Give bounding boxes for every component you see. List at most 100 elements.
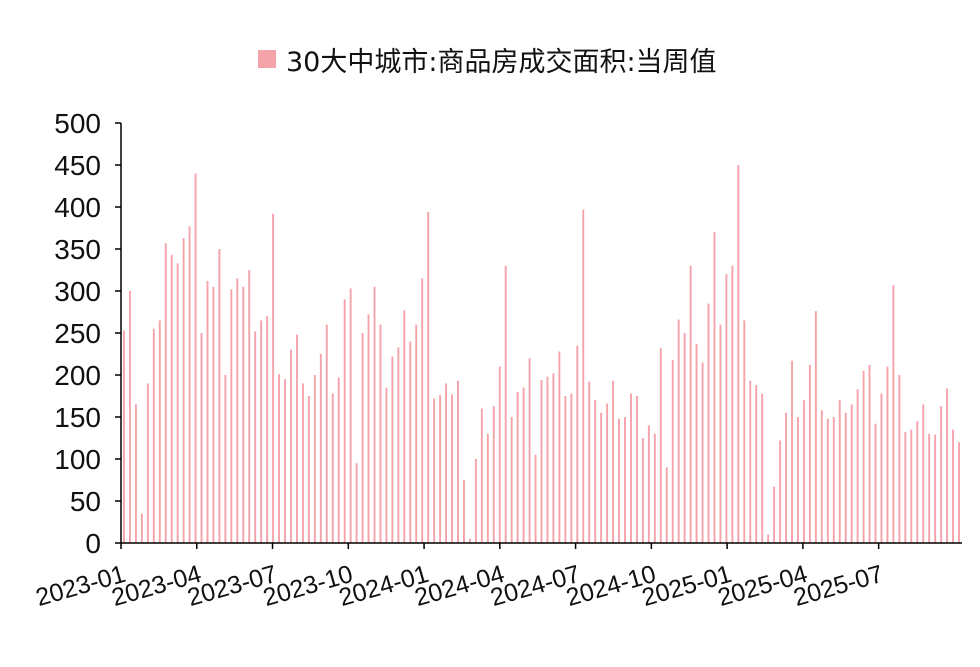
bar xyxy=(427,212,430,544)
bar xyxy=(164,243,167,543)
bar xyxy=(630,393,632,543)
bar xyxy=(176,263,179,543)
bar xyxy=(808,364,811,543)
bar xyxy=(952,429,955,543)
bar xyxy=(659,348,662,543)
bar xyxy=(701,362,704,543)
bar xyxy=(415,324,418,543)
legend-swatch xyxy=(258,50,276,68)
bar xyxy=(928,433,931,543)
bar xyxy=(868,364,871,543)
bar xyxy=(498,366,501,543)
bar xyxy=(570,393,573,543)
bar xyxy=(492,406,495,543)
bar xyxy=(791,360,793,543)
bar xyxy=(552,373,555,543)
y-tick-label: 400 xyxy=(54,192,101,223)
bar xyxy=(767,534,770,543)
bar xyxy=(886,366,889,543)
bar xyxy=(683,333,686,543)
bar xyxy=(218,249,221,543)
bar xyxy=(755,385,758,543)
bar xyxy=(695,343,698,543)
bar xyxy=(653,433,656,543)
bar xyxy=(940,406,943,543)
bar xyxy=(445,383,448,543)
y-tick-label: 350 xyxy=(54,234,101,265)
bar xyxy=(582,209,585,543)
bar xyxy=(349,288,352,543)
bar xyxy=(391,356,394,543)
bar xyxy=(290,349,292,543)
bar xyxy=(355,463,358,543)
bar xyxy=(260,320,263,543)
bar xyxy=(457,380,459,543)
bar xyxy=(361,333,364,543)
bar xyxy=(916,421,919,543)
bar xyxy=(451,394,453,543)
chart-legend: 30大中城市:商品房成交面积:当周值 xyxy=(258,42,717,78)
bar xyxy=(761,393,764,543)
bar xyxy=(862,370,865,543)
bar xyxy=(421,278,424,543)
bar xyxy=(606,403,609,543)
bar xyxy=(367,314,370,543)
bar xyxy=(665,467,668,543)
bar xyxy=(206,280,209,543)
bar xyxy=(802,400,805,543)
bar xyxy=(272,213,275,543)
bar xyxy=(838,400,841,543)
bar xyxy=(128,291,131,543)
bar xyxy=(946,388,949,543)
y-tick-label: 200 xyxy=(54,360,101,391)
bar xyxy=(910,429,913,543)
bar xyxy=(266,316,269,543)
bar xyxy=(301,383,304,543)
bar xyxy=(325,324,328,543)
y-axis: 0 50 100 150 200 250 300 350 400 450 500 xyxy=(54,108,122,559)
bar xyxy=(170,254,173,543)
bar xyxy=(182,238,185,543)
bar xyxy=(677,319,680,543)
x-axis: 2023-012023-042023-072023-102024-012024-… xyxy=(33,542,962,612)
bar xyxy=(188,226,191,543)
bar xyxy=(504,265,507,543)
bar xyxy=(612,380,615,543)
bar xyxy=(618,418,620,543)
bar xyxy=(331,393,334,543)
bar xyxy=(242,286,245,543)
bar xyxy=(403,310,406,543)
bar xyxy=(313,375,316,543)
bar xyxy=(278,374,281,543)
bar xyxy=(546,376,549,543)
bar xyxy=(832,417,835,543)
bar xyxy=(212,286,215,543)
bar xyxy=(296,334,298,543)
bar xyxy=(779,440,782,543)
bar xyxy=(284,379,286,543)
bar xyxy=(343,299,346,543)
bar xyxy=(200,333,203,543)
bar xyxy=(624,417,626,543)
bar xyxy=(516,391,519,543)
bar xyxy=(635,396,638,543)
bar xyxy=(468,538,471,543)
bar xyxy=(540,380,543,543)
bar xyxy=(719,324,722,543)
bar xyxy=(892,285,895,543)
bar xyxy=(522,387,525,543)
bar xyxy=(433,398,436,543)
bar xyxy=(725,274,728,543)
bar xyxy=(898,375,901,543)
bar xyxy=(307,396,310,543)
bar xyxy=(248,270,251,543)
bar xyxy=(474,459,477,543)
bar xyxy=(528,358,531,543)
y-tick-label: 450 xyxy=(54,150,101,181)
bar xyxy=(773,486,776,543)
y-tick-label: 250 xyxy=(54,318,101,349)
bar xyxy=(749,380,752,543)
bar xyxy=(785,412,787,543)
bar xyxy=(880,393,883,543)
bar xyxy=(641,438,644,543)
